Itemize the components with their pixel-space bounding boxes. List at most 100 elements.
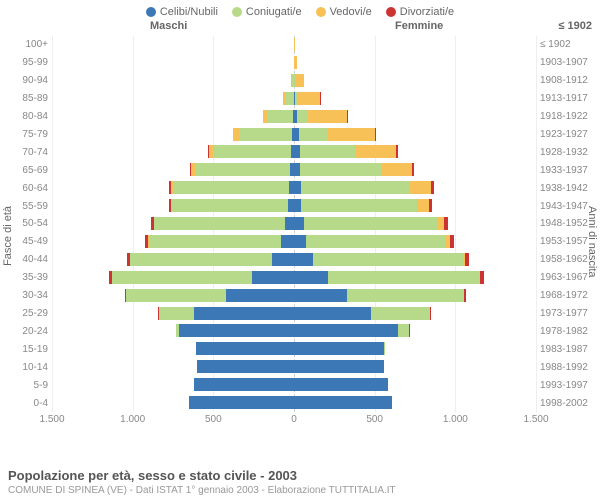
bar-segment [294,253,313,266]
bar-females [294,128,376,141]
pyramid-row: 30-341968-1972 [52,287,536,305]
birth-year-label: 1983-1987 [540,344,594,355]
pyramid-row: 90-941908-1912 [52,72,536,90]
bar-males [197,360,294,373]
x-tick-label: 1.000 [120,414,145,425]
bar-females [294,163,414,176]
birth-year-label: ≤ 1902 [540,39,594,50]
bar-segment [294,378,388,391]
bar-females [294,145,398,158]
bar-segment [294,56,297,69]
bar-females [294,378,388,391]
pyramid-row: 80-841918-1922 [52,108,536,126]
column-headers: Maschi Femmine ≤ 1902 [0,20,600,36]
age-label: 90-94 [8,75,48,86]
legend-swatch [146,7,156,17]
pyramid-row: 0-41998-2002 [52,394,536,412]
bar-males [189,396,294,409]
bar-segment [214,145,291,158]
bar-females [294,360,384,373]
pyramid-row: 10-141988-1992 [52,358,536,376]
bar-segment [417,199,428,212]
age-label: 20-24 [8,326,48,337]
bar-segment [295,74,304,87]
bar-segment [179,324,294,337]
bar-segment [410,181,431,194]
bar-segment [272,253,294,266]
birth-year-label: 1993-1997 [540,380,594,391]
pyramid-row: 5-91993-1997 [52,376,536,394]
bar-segment [281,235,294,248]
legend-swatch [316,7,326,17]
bar-males [196,342,294,355]
legend-label: Divorziati/e [400,6,454,18]
grid-line [536,36,537,412]
bar-segment [313,253,463,266]
bar-segment [300,163,382,176]
legend-item: Divorziati/e [386,6,454,18]
bar-segment [398,324,409,337]
bar-segment [301,181,411,194]
bar-females [294,342,385,355]
age-label: 35-39 [8,272,48,283]
bar-segment [294,342,384,355]
bar-segment [130,253,272,266]
x-tick-label: 1.000 [443,414,468,425]
bar-segment [375,128,376,141]
bar-segment [328,128,375,141]
bar-segment [197,360,294,373]
bar-segment [126,289,226,302]
birth-year-label: 1973-1977 [540,308,594,319]
bar-segment [300,145,356,158]
x-tick-label: 0 [291,414,297,425]
bar-males [233,128,294,141]
birth-year-label: 1938-1942 [540,183,594,194]
bar-segment [430,307,431,320]
age-label: 100+ [8,39,48,50]
birth-year-label: 1913-1917 [540,93,594,104]
bar-segment [299,128,329,141]
header-born-col: ≤ 1902 [558,20,592,32]
birth-year-label: 1923-1927 [540,129,594,140]
chart-subtitle: COMUNE DI SPINEA (VE) - Dati ISTAT 1° ge… [8,485,592,496]
bar-segment [159,307,194,320]
bar-segment [294,235,306,248]
legend-item: Coniugati/e [232,6,302,18]
pyramid-row: 60-641938-1942 [52,179,536,197]
legend-swatch [386,7,396,17]
bar-segment [239,128,292,141]
bar-segment [328,271,480,284]
bar-segment [294,307,371,320]
bar-segment [297,110,307,123]
bar-segment [294,199,301,212]
pyramid-row: 35-391963-1967 [52,269,536,287]
pyramid-row: 95-991903-1907 [52,54,536,72]
pyramid-row: 25-291973-1977 [52,305,536,323]
legend-label: Coniugati/e [246,6,302,18]
bar-segment [444,217,448,230]
age-label: 40-44 [8,254,48,265]
birth-year-label: 1943-1947 [540,201,594,212]
bar-segment [306,235,446,248]
age-label: 70-74 [8,147,48,158]
header-males: Maschi [150,20,187,32]
bar-segment [294,271,328,284]
bar-segment [172,199,288,212]
birth-year-label: 1908-1912 [540,75,594,86]
legend-item: Vedovi/e [316,6,372,18]
bar-segment [412,163,414,176]
bar-segment [294,360,384,373]
age-label: 25-29 [8,308,48,319]
bar-segment [431,181,433,194]
pyramid-row: 50-541948-1952 [52,215,536,233]
birth-year-label: 1963-1967 [540,272,594,283]
pyramid-row: 40-441958-1962 [52,251,536,269]
bar-females [294,253,469,266]
bar-segment [307,110,347,123]
birth-year-label: 1928-1932 [540,147,594,158]
legend-swatch [232,7,242,17]
pyramid-row: 75-791923-1927 [52,126,536,144]
bar-segment [396,145,397,158]
bar-females [294,56,297,69]
age-label: 0-4 [8,398,48,409]
